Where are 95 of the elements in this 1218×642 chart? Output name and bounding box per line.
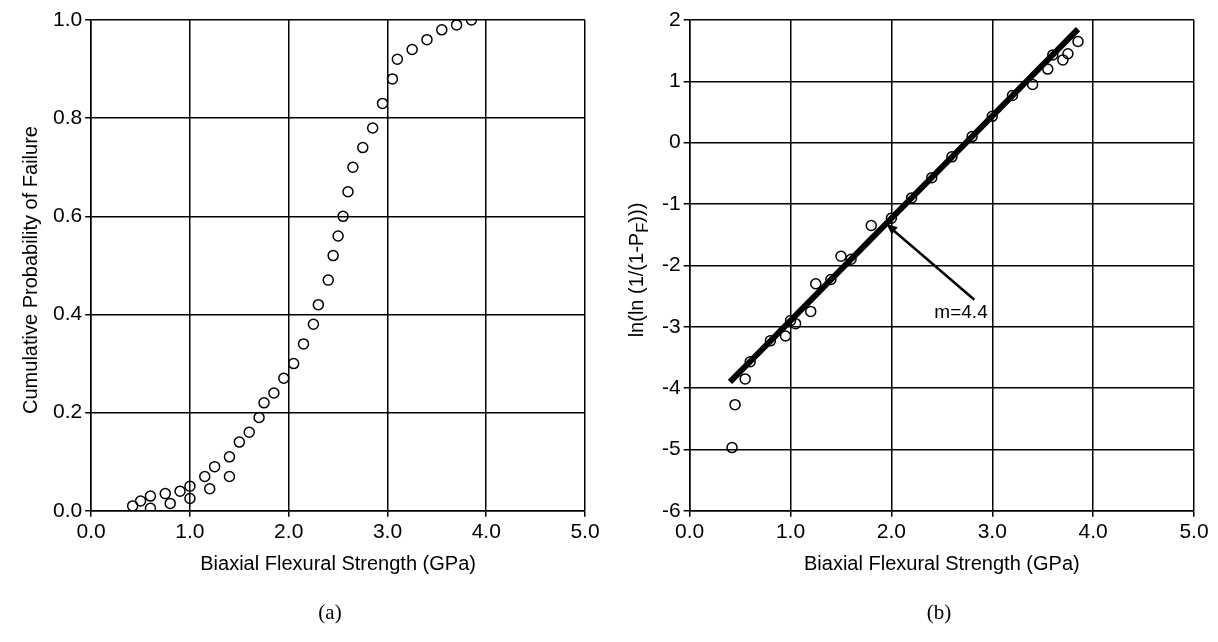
point: [1047, 49, 1059, 61]
point: [436, 24, 448, 36]
point: [144, 490, 157, 502]
point: [1057, 54, 1069, 66]
x-tick-label: 2.0: [274, 519, 304, 543]
x-axis-title: Biaxial Flexural Strength (GPa): [804, 551, 1080, 574]
point: [258, 397, 270, 409]
y-tick-label: 0.8: [52, 104, 83, 128]
point: [327, 249, 339, 262]
x-tick-label: 5.0: [1179, 519, 1209, 543]
point: [337, 210, 349, 223]
point: [966, 130, 978, 143]
x-tick-label: 0.0: [76, 519, 106, 543]
y-tick-label: -4: [661, 374, 681, 398]
y-tick-label: -3: [661, 313, 681, 337]
y-tick-label: -2: [661, 252, 681, 276]
point: [946, 151, 958, 163]
point: [297, 338, 310, 350]
point: [1072, 35, 1084, 48]
y-tick-label: 0.4: [52, 301, 83, 325]
point: [376, 97, 389, 110]
x-tick-label: 2.0: [876, 519, 907, 543]
y-tick-label: -6: [661, 497, 681, 521]
point: [184, 492, 196, 505]
y-tick-label: -5: [661, 436, 681, 460]
x-tick-label: 1.0: [775, 519, 806, 543]
x-tick-label: 3.0: [977, 519, 1007, 543]
y-tick-label: 0.6: [52, 203, 83, 227]
point: [223, 470, 236, 483]
point: [845, 253, 857, 266]
point: [744, 355, 756, 368]
y-axis-title: Cumulative Probability of Failure: [18, 126, 42, 414]
point: [278, 372, 290, 385]
point: [865, 219, 877, 232]
point: [268, 387, 280, 399]
point: [332, 230, 344, 242]
point: [885, 212, 898, 224]
point: [203, 482, 216, 495]
point: [986, 110, 999, 123]
point: [223, 451, 236, 463]
point: [342, 186, 354, 198]
point: [835, 250, 847, 262]
point: [450, 20, 463, 31]
x-tick-label: 1.0: [175, 519, 205, 543]
point: [406, 43, 418, 56]
point: [1026, 78, 1039, 91]
point: [391, 53, 404, 66]
point: [804, 305, 817, 318]
x-axis-title: Biaxial Flexural Strength (GPa): [200, 551, 476, 574]
point: [905, 192, 918, 204]
point: [357, 141, 369, 154]
point: [1062, 47, 1074, 60]
point: [174, 485, 186, 497]
point: [243, 426, 255, 439]
point: [421, 33, 433, 46]
text: (b): [925, 600, 953, 625]
point: [312, 298, 325, 311]
point: [233, 436, 246, 448]
point: [1006, 89, 1019, 102]
annotation: m=4.4: [934, 301, 989, 323]
y-tick-label: 1.0: [52, 6, 83, 30]
point: [366, 122, 379, 134]
y-tick-label: 0.0: [52, 497, 83, 521]
x-tick-label: 3.0: [372, 519, 403, 543]
point: [386, 73, 399, 85]
y-tick-label: 0: [668, 129, 681, 153]
x-tick-label: 4.0: [471, 519, 501, 543]
y-tick-label: -1: [661, 190, 681, 214]
x-tick-label: 4.0: [1078, 519, 1108, 543]
point: [199, 470, 211, 483]
y-tick-label: 0.2: [52, 399, 83, 423]
point: [1041, 63, 1054, 75]
point: [726, 441, 738, 454]
point: [729, 398, 741, 411]
point: [184, 480, 196, 493]
point: [322, 274, 334, 286]
point: [253, 411, 265, 424]
point: [825, 273, 837, 286]
x-tick-label: 5.0: [570, 519, 600, 543]
point: [347, 161, 359, 173]
y-tick-label: 2: [668, 6, 681, 30]
point: [926, 171, 938, 184]
point: [159, 487, 172, 500]
point: [307, 318, 320, 331]
point: [810, 278, 822, 290]
point: [287, 357, 300, 370]
y-tick-label: 1: [668, 68, 681, 92]
text: (a): [317, 600, 343, 625]
point: [779, 330, 792, 342]
point: [764, 335, 777, 347]
point: [739, 373, 751, 385]
point: [126, 500, 139, 511]
point: [164, 497, 176, 510]
point: [134, 495, 147, 507]
point: [208, 460, 221, 473]
